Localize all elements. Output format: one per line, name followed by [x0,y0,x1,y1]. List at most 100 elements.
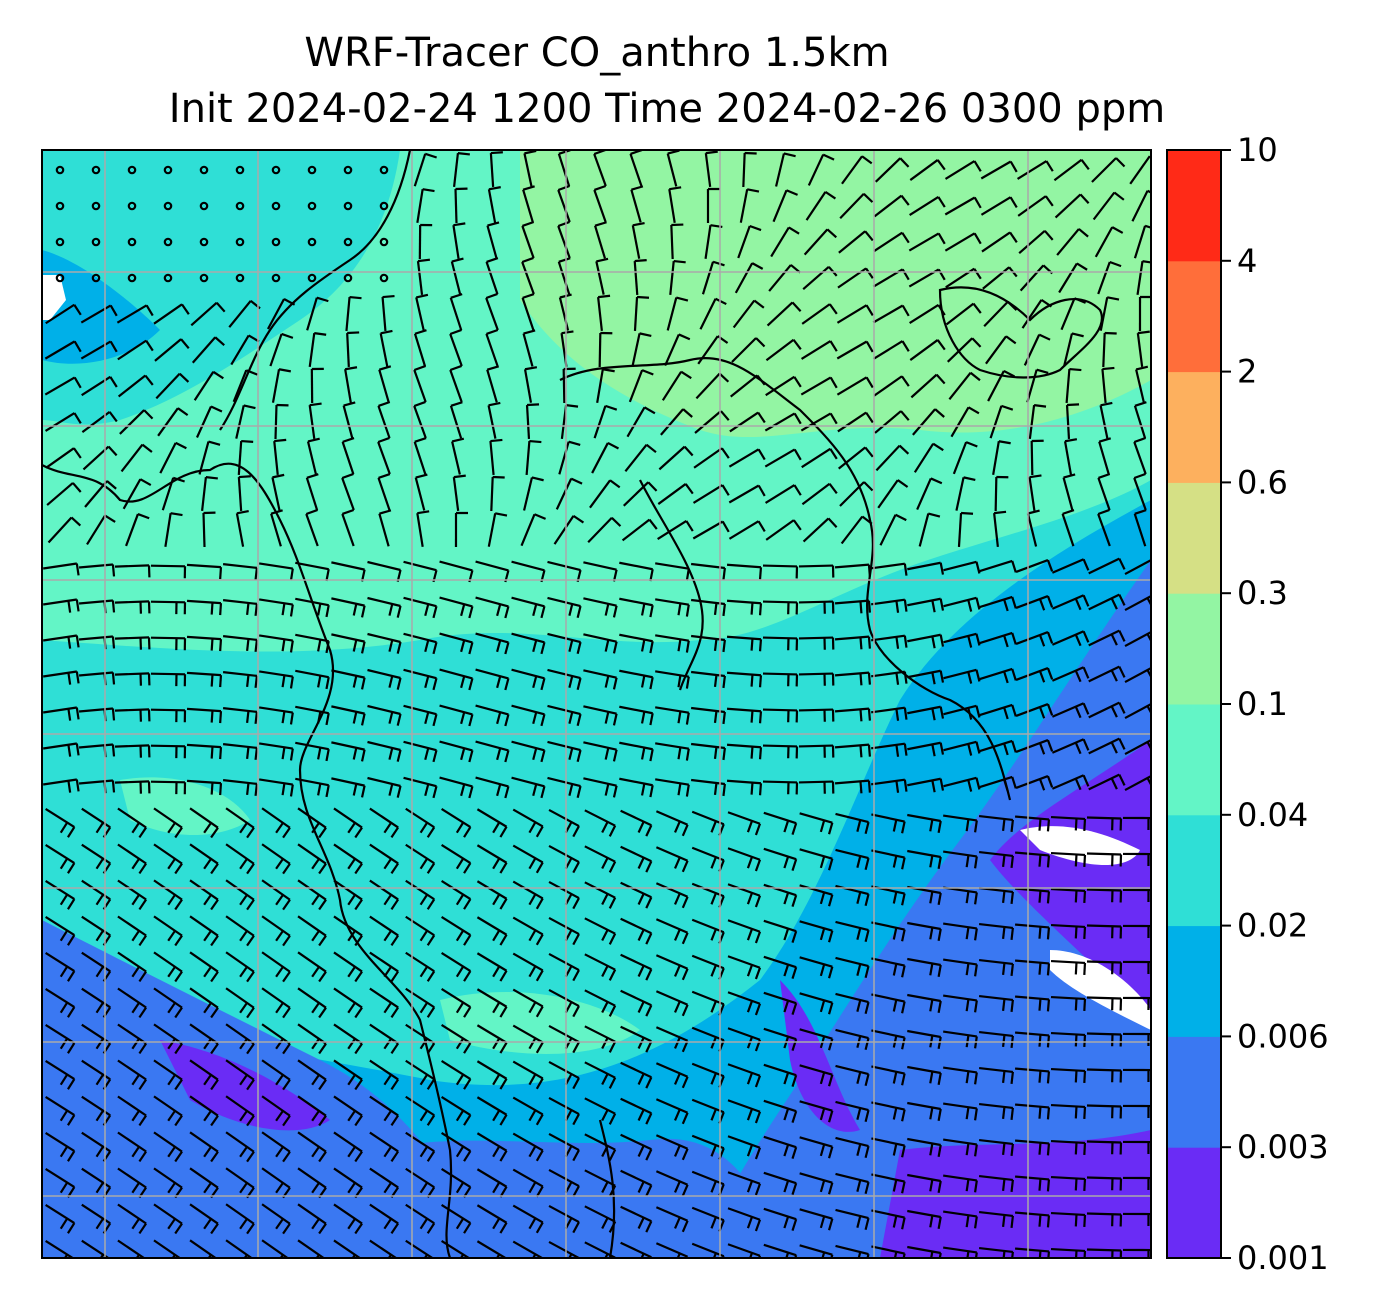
wind-barb [764,412,802,432]
wind-barb [1050,995,1087,1011]
wind-barb [584,809,617,837]
wind-barb [620,1241,653,1258]
wind-barb [261,1023,291,1055]
colorbar-band [1167,371,1221,483]
wind-barb [1086,1212,1123,1227]
wind-barb [763,1171,798,1195]
wind-barb [43,742,80,757]
calm-wind-circle [307,165,317,175]
wind-barb [1086,996,1123,1011]
wind-barb [799,1208,834,1231]
wind-barb [907,741,945,757]
wind-barb [620,845,653,873]
wind-barb [726,671,763,688]
wind-barb [1014,959,1051,976]
wind-barb [44,376,82,396]
calm-wind-circle [235,237,245,247]
wind-barb [295,669,330,690]
wind-barb [225,879,255,911]
wind-barb [557,257,571,295]
wind-barb [344,366,358,403]
wind-barb [664,333,691,367]
wind-barb [377,436,391,475]
wind-barb [1014,815,1051,832]
wind-barb [1015,775,1054,791]
wind-barb [46,482,82,506]
wind-barb [114,780,151,794]
wind-barb [367,632,402,654]
wind-barb [547,596,582,618]
wind-barb [978,994,1014,1012]
calm-wind-circle [163,273,173,283]
wind-barb [1050,887,1087,903]
wind-barb [1098,437,1112,475]
wind-barb [333,843,363,875]
wind-barb [620,881,653,909]
wind-barb [871,778,908,793]
wind-barb [1102,331,1117,368]
wind-barb [737,224,762,259]
wind-barb [114,708,151,722]
wind-barb [86,514,116,546]
wind-barb [978,1102,1014,1120]
wind-barb [583,705,618,726]
wind-barb [871,598,908,613]
wind-barb [916,477,943,511]
wind-barb [1122,960,1151,975]
wind-barb [225,987,255,1019]
wind-barb [978,1174,1014,1192]
wind-barb [405,1239,435,1258]
wind-barb [45,1239,75,1258]
region-northwest-pocket [42,250,160,364]
wind-barb [261,987,291,1019]
calm-wind-circle [235,273,245,283]
wind-barb [449,328,463,367]
colorbar-ticks: 0.001 0.003 0.006 0.02 0.04 0.1 0.3 0.6 2 4 10 [1221,131,1329,1277]
wind-barb [452,222,466,259]
wind-barb [1133,436,1147,475]
wind-barb [525,439,542,476]
calm-wind-circle [235,201,245,211]
calm-wind-circle [55,201,65,211]
wind-barb [835,1172,870,1195]
wind-barb [1026,509,1040,547]
wind-barb [150,780,187,795]
wind-barb [727,919,762,944]
calm-wind-circle [235,165,245,175]
wind-barb [834,707,871,722]
wind-barb [489,151,503,188]
wind-barb [117,1131,148,1163]
wind-barb [189,843,219,875]
wind-barb [454,187,468,224]
wind-barb [1122,1212,1151,1227]
wind-barb [873,231,910,253]
wind-barb [225,1203,255,1235]
missing-data-patch [42,275,66,320]
wind-barb [979,739,1017,756]
wind-barb [620,1133,653,1161]
wind-barb [377,472,391,511]
wind-barb [201,476,218,512]
wind-barb [222,671,258,688]
wind-barb [834,563,871,577]
wind-barb [732,299,765,329]
wind-barb [1088,593,1126,611]
wind-barb [120,443,153,473]
wind-barb [44,412,82,432]
wind-barb [521,220,535,259]
wind-barb [150,672,187,687]
wind-barb [413,400,427,439]
wind-barb [1086,1176,1123,1191]
map-plot-area [41,149,1152,1259]
wind-barb [871,706,908,721]
wind-barb [1014,995,1051,1012]
wind-barb [1015,703,1054,719]
wind-barb [1050,1247,1087,1258]
wind-barb [799,812,834,835]
wind-barb [557,220,571,259]
wind-barb [547,776,582,798]
wind-barb [153,1095,183,1127]
wind-barb [225,1059,255,1091]
wind-barb [657,519,694,541]
wind-barb [186,563,223,580]
